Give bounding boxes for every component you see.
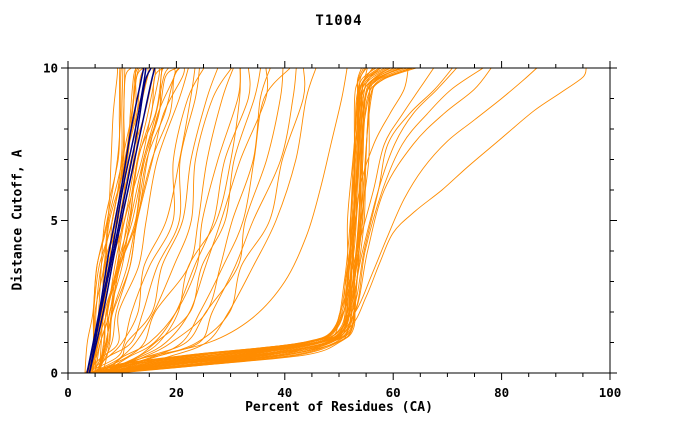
svg-text:0: 0 [50,366,58,381]
svg-text:80: 80 [494,385,509,400]
y-axis-label: Distance Cutoff, A [10,149,26,291]
svg-text:40: 40 [277,385,292,400]
svg-text:5: 5 [50,213,58,228]
svg-text:100: 100 [599,385,622,400]
svg-text:10: 10 [43,61,58,76]
svg-text:60: 60 [386,385,401,400]
chart-title: T1004 [315,13,363,29]
x-axis-label: Percent of Residues (CA) [245,400,433,415]
svg-text:20: 20 [169,385,184,400]
svg-text:0: 0 [64,385,72,400]
